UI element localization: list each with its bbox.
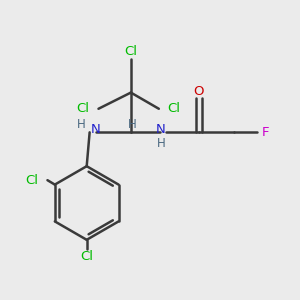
Text: Cl: Cl	[124, 45, 137, 58]
Text: O: O	[193, 85, 204, 98]
Text: Cl: Cl	[76, 102, 90, 115]
Text: F: F	[262, 126, 269, 139]
Text: N: N	[91, 124, 101, 136]
Text: H: H	[157, 137, 165, 150]
Text: Cl: Cl	[26, 174, 39, 187]
Text: H: H	[77, 118, 86, 130]
Text: Cl: Cl	[168, 102, 181, 115]
Text: Cl: Cl	[80, 250, 93, 262]
Text: N: N	[156, 124, 166, 136]
Text: H: H	[128, 118, 137, 130]
